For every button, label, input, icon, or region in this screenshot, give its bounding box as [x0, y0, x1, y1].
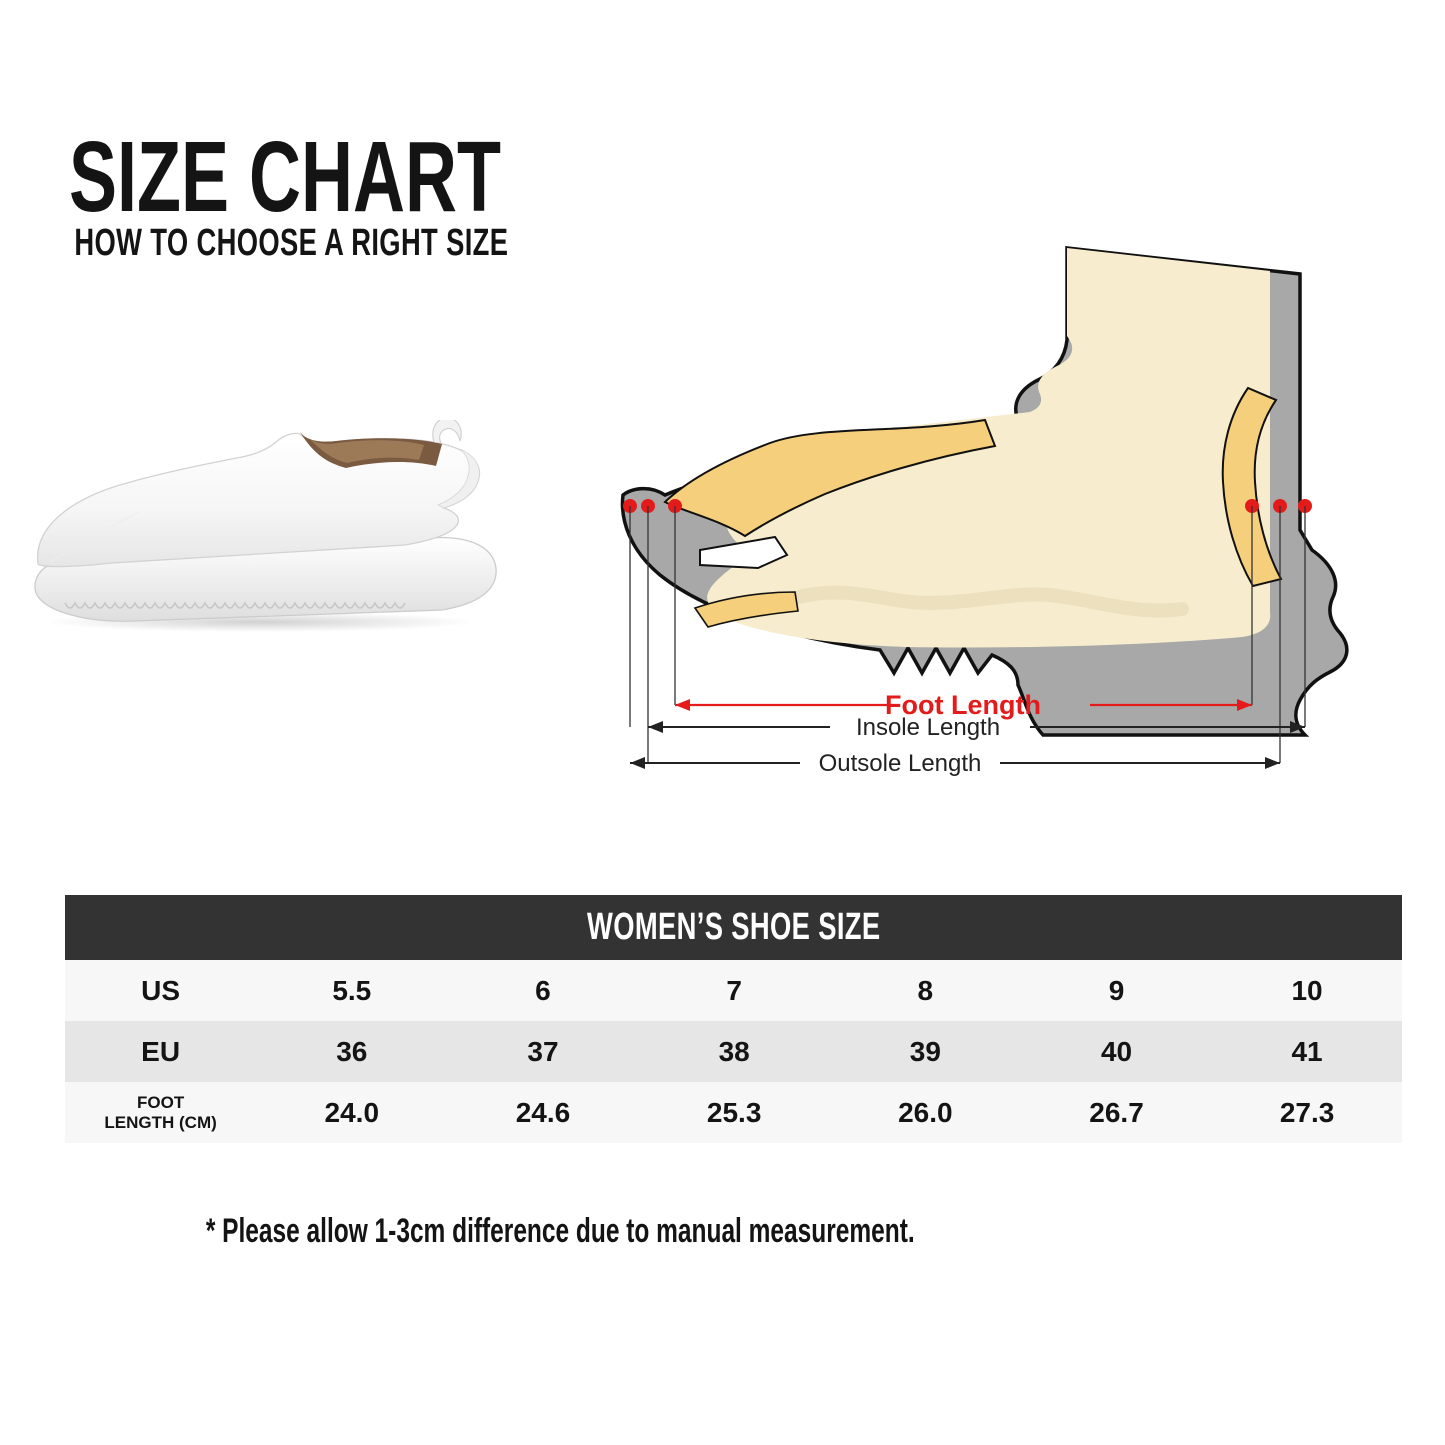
svg-text:Outsole Length: Outsole Length — [819, 750, 982, 777]
svg-text:Insole Length: Insole Length — [856, 714, 1000, 741]
